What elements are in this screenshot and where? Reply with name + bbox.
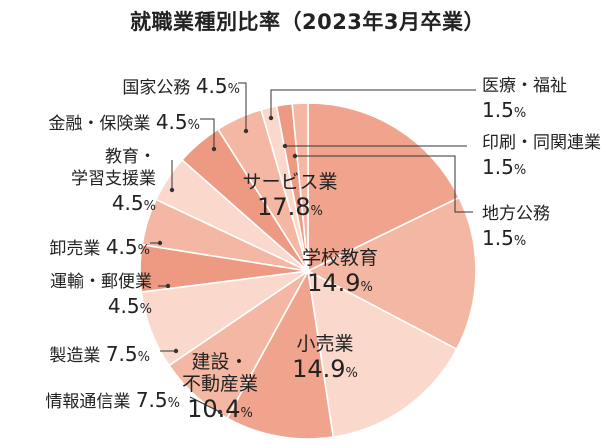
- slice-name: 小売業: [296, 333, 354, 355]
- slice-name: 地方公務: [482, 204, 550, 224]
- leader-line-national-civil-service: [238, 82, 247, 131]
- pie-slice-retail: [306, 269, 458, 439]
- pie-slice-school-education: [306, 196, 477, 351]
- leader-dot-transport-postal: [165, 283, 171, 289]
- slice-name: 学校教育: [301, 247, 378, 269]
- slice-value: 7.5: [105, 342, 138, 366]
- slice-value: 10.4%: [187, 394, 253, 423]
- slice-name: サービス業: [242, 171, 338, 193]
- leader-dot-information-communication: [217, 409, 223, 415]
- leader-line-medical-welfare: [270, 89, 476, 118]
- leader-dot-local-civil-service: [292, 153, 298, 159]
- leader-line-finance-insurance: [200, 118, 215, 149]
- leader-dot-education-learning-support: [169, 187, 175, 193]
- leader-dot-national-civil-service: [243, 128, 249, 134]
- slice-value: 1.5: [482, 155, 514, 180]
- slice-label-education-learning-support: 教育・ 学習支援業 4.5%: [71, 147, 156, 216]
- slice-value: 4.5: [155, 110, 188, 134]
- slice-value: 17.8%: [257, 192, 323, 221]
- chart-title: 就職業種別比率（2023年3月卒業）: [129, 10, 486, 34]
- leader-line-local-civil-service: [295, 155, 473, 213]
- slice-value: 14.9%: [292, 354, 358, 383]
- slice-value: 4.5: [107, 294, 140, 319]
- leader-dot-wholesale: [157, 240, 163, 246]
- slice-label-national-civil-service: 国家公務 4.5%: [122, 74, 240, 98]
- slice-label-medical-welfare: 医療・福祉 1.5%: [482, 76, 567, 123]
- slice-label-construction-real-estate: 建設・ 不動産業 10.4%: [155, 351, 285, 423]
- leader-dot-printing: [282, 143, 288, 149]
- slice-label-manufacturing: 製造業 7.5%: [49, 342, 150, 366]
- pie-slice-construction-real-estate: [225, 268, 335, 440]
- slice-value: 4.5: [111, 191, 144, 216]
- slice-label-transport-postal: 運輸・郵便業 4.5%: [50, 272, 152, 319]
- slice-name: 医療・福祉: [482, 76, 567, 96]
- slice-label-printing: 印刷・同関連業 1.5%: [482, 133, 601, 180]
- slice-name: 印刷・同関連業: [482, 133, 601, 153]
- leader-line-information-communication: [189, 396, 221, 413]
- slice-label-services: サービス業 17.8%: [215, 171, 365, 221]
- slice-name: 運輸・郵便業: [50, 272, 152, 292]
- slice-label-local-civil-service: 地方公務 1.5%: [482, 204, 550, 251]
- slice-value: 7.5: [135, 388, 168, 412]
- slice-name: 国家公務: [122, 78, 196, 98]
- slice-value: 1.5: [482, 98, 514, 123]
- slice-label-information-communication: 情報通信業 7.5%: [45, 388, 180, 412]
- leader-dot-medical-welfare: [268, 115, 274, 121]
- slice-name: 情報通信業: [45, 392, 136, 412]
- slice-name: 卸売業: [49, 239, 106, 259]
- slice-name: 教育・ 学習支援業: [71, 147, 156, 190]
- slice-value: 14.9%: [307, 268, 373, 297]
- leader-dot-manufacturing: [173, 348, 179, 354]
- slice-label-retail: 小売業 14.9%: [255, 333, 395, 383]
- slice-value: 1.5: [482, 226, 514, 251]
- slice-name: 製造業: [49, 346, 106, 366]
- slice-name: 金融・保険業: [48, 114, 156, 134]
- slice-label-school-education: 学校教育 14.9%: [265, 247, 415, 297]
- slice-value: 4.5: [195, 74, 228, 98]
- pie-slice-services: [307, 102, 461, 273]
- slice-value: 4.5: [105, 235, 138, 259]
- slice-label-wholesale: 卸売業 4.5%: [49, 235, 150, 259]
- leader-dot-finance-insurance: [211, 146, 217, 152]
- pie-slice-local-civil-service: [291, 102, 309, 272]
- slice-label-finance-insurance: 金融・保険業 4.5%: [48, 110, 200, 134]
- slice-name: 建設・ 不動産業: [181, 351, 258, 395]
